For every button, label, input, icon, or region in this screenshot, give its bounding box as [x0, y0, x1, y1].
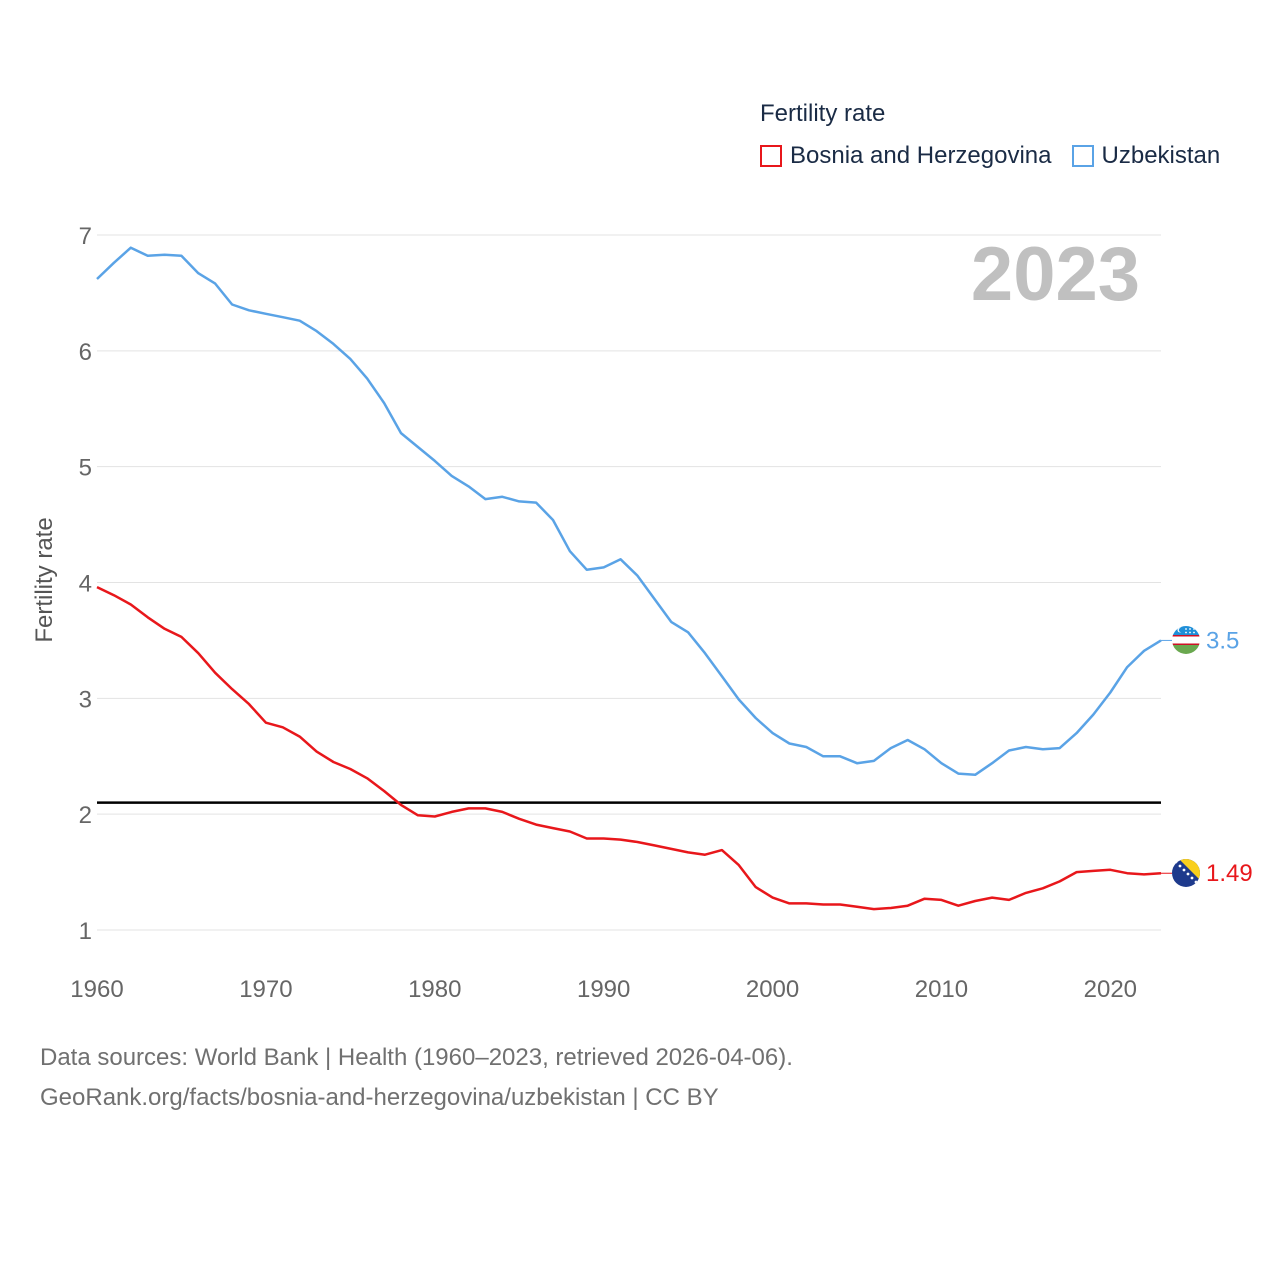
year-label: 2023: [971, 232, 1140, 317]
y-tick-label: 3: [79, 686, 92, 713]
footer-attribution: GeoRank.org/facts/bosnia-and-herzegovina…: [40, 1084, 719, 1111]
legend-item-bosnia[interactable]: Bosnia and Herzegovina: [760, 142, 1052, 170]
x-tick-label: 1980: [408, 976, 461, 1003]
y-axis-label: Fertility rate: [31, 517, 58, 642]
bosnia-flag-icon: [1172, 859, 1200, 887]
y-tick-label: 7: [79, 223, 92, 250]
end-value-label-uzbekistan: 3.5: [1206, 627, 1239, 654]
x-tick-label: 1990: [577, 976, 630, 1003]
y-tick-label: 4: [79, 571, 92, 598]
x-tick-label: 2020: [1084, 976, 1137, 1003]
legend-title: Fertility rate: [760, 100, 886, 127]
x-tick-label: 2000: [746, 976, 799, 1003]
x-tick-label: 1960: [70, 976, 123, 1003]
series-line-uzbekistan: [96, 246, 1162, 777]
y-tick-label: 2: [79, 802, 92, 829]
legend-swatch-bosnia: [760, 145, 782, 167]
y-tick-label: 5: [79, 455, 92, 482]
legend-label-bosnia: Bosnia and Herzegovina: [790, 142, 1052, 169]
x-tick-label: 1970: [239, 976, 292, 1003]
uzbekistan-flag-icon: [1172, 626, 1200, 654]
legend-label-uzbekistan: Uzbekistan: [1101, 142, 1221, 169]
y-tick-label: 1: [79, 918, 92, 945]
legend-swatch-uzbekistan: [1071, 145, 1094, 167]
x-tick-label: 2010: [915, 976, 968, 1003]
series-line-bosnia: [96, 585, 1162, 911]
legend: Bosnia and Herzegovina Uzbekistan: [760, 142, 1240, 170]
y-tick-label: 6: [79, 339, 92, 366]
legend-item-uzbekistan[interactable]: Uzbekistan: [1071, 142, 1221, 170]
footer-source: Data sources: World Bank | Health (1960–…: [40, 1044, 793, 1071]
end-value-label-bosnia: 1.49: [1206, 860, 1253, 887]
line-chart: 1 2 3 4 5 6 7 1960 1970 1980 1990 2000 2010 2020 2023…: [31, 223, 1253, 1003]
